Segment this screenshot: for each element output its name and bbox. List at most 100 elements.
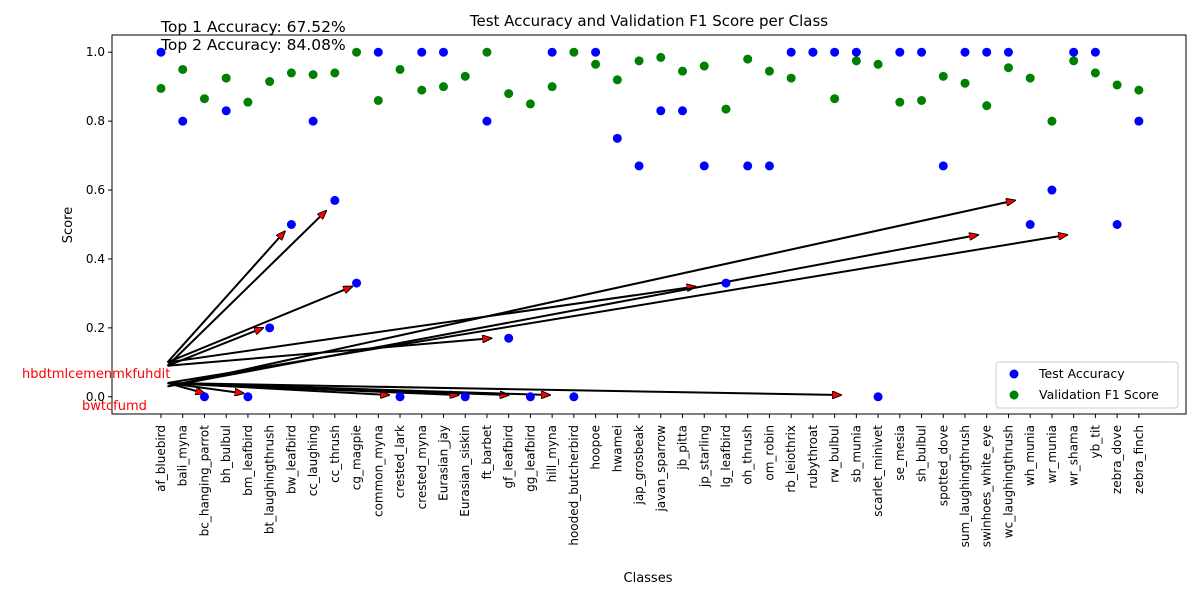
test-accuracy-point — [156, 47, 166, 57]
test-accuracy-point — [569, 392, 579, 402]
validation-f1-point — [591, 59, 601, 69]
x-tick-label: jap_grosbeak — [632, 425, 646, 506]
annotation-arrow — [167, 382, 244, 393]
x-tick-label: se_mesia — [893, 425, 907, 481]
plot-frame — [111, 34, 1187, 415]
x-tick-label: zebra_finch — [1132, 425, 1146, 494]
test-accuracy-point — [417, 47, 427, 57]
validation-f1-point — [460, 71, 470, 81]
validation-f1-point — [373, 95, 383, 105]
annotation-arrows — [166, 200, 1068, 395]
x-tick-label: gf_leafbird — [502, 425, 516, 488]
validation-f1-point — [678, 66, 688, 76]
test-accuracy-point — [764, 161, 774, 171]
x-tick-label: zebra_dove — [1110, 425, 1124, 494]
test-accuracy-point — [851, 47, 861, 57]
test-accuracy-point — [1090, 47, 1100, 57]
test-accuracy-point — [960, 47, 970, 57]
x-tick-label: hill_myna — [545, 425, 559, 482]
validation-f1-point — [873, 59, 883, 69]
legend-marker-validation-f1 — [1009, 390, 1019, 400]
validation-f1-point — [286, 68, 296, 78]
x-tick-label: hoopoe — [589, 425, 603, 470]
validation-f1-point — [1069, 56, 1079, 66]
annotation-arrow — [166, 231, 285, 363]
y-tick-label: 0.2 — [86, 321, 105, 335]
x-tick-label: wr_shama — [1067, 425, 1081, 486]
x-tick-label: cc_laughing — [306, 425, 320, 496]
test-accuracy-point — [482, 116, 492, 126]
test-accuracy-point — [591, 47, 601, 57]
legend-label-test-accuracy: Test Accuracy — [1038, 366, 1125, 381]
validation-f1-point — [1047, 116, 1057, 126]
validation-f1-point — [699, 61, 709, 71]
annotation-arrow — [167, 200, 1015, 388]
test-accuracy-point — [286, 220, 296, 229]
top2-accuracy-text: Top 2 Accuracy: 84.08% — [160, 36, 346, 54]
top1-accuracy-text: Top 1 Accuracy: 67.52% — [160, 18, 346, 36]
test-accuracy-point — [460, 392, 470, 402]
validation-f1-point — [764, 66, 774, 76]
arrow-label-lower: bwtcfumd — [82, 399, 147, 414]
x-tick-label: spotted_dove — [936, 425, 950, 506]
x-tick-label: crested_myna — [415, 425, 429, 509]
annotation-arrow — [167, 287, 696, 364]
validation-f1-point — [830, 94, 840, 104]
y-tick-label: 0.4 — [86, 252, 105, 266]
x-tick-label: bc_hanging_parrot — [197, 425, 211, 537]
y-axis-label: Score — [61, 207, 76, 243]
validation-f1-point — [221, 73, 231, 83]
test-accuracy-point — [873, 392, 883, 402]
x-tick-label: hwamei — [610, 425, 624, 472]
x-tick-label: bt_laughingthrush — [263, 425, 277, 534]
validation-f1-point — [156, 83, 166, 93]
x-tick-label: rw_bulbul — [828, 425, 842, 483]
annotation-arrow — [167, 235, 1068, 384]
x-tick-label: jb_pitta — [676, 425, 690, 471]
test-accuracy-point — [178, 116, 188, 126]
x-tick-label: sb_munia — [849, 425, 863, 482]
test-accuracy-point — [308, 116, 318, 126]
validation-f1-point — [243, 97, 253, 107]
legend-label-validation-f1: Validation F1 Score — [1039, 387, 1159, 402]
validation-f1-point — [547, 82, 557, 92]
test-accuracy-point — [699, 161, 709, 171]
x-tick-label: hooded_butcherbird — [567, 425, 581, 546]
validation-f1-point — [308, 70, 318, 80]
y-tick-label: 0.8 — [86, 114, 105, 128]
validation-f1-point — [743, 54, 753, 64]
test-accuracy-point — [612, 133, 622, 143]
x-tick-label: cc_thrush — [328, 425, 342, 483]
validation-f1-point — [178, 64, 188, 74]
test-accuracy-point — [1112, 220, 1122, 229]
x-tick-label: sh_bulbul — [915, 425, 929, 482]
x-tick-label: bh_bulbul — [219, 425, 233, 483]
validation-f1-point — [982, 101, 992, 111]
test-accuracy-point — [1003, 47, 1013, 57]
test-accuracy-point — [243, 392, 253, 402]
x-tick-label: crested_lark — [393, 425, 407, 498]
annotation-arrow — [167, 285, 353, 364]
validation-f1-point — [917, 95, 927, 105]
y-tick-label: 0.0 — [86, 390, 105, 404]
test-accuracy-point — [1134, 116, 1144, 126]
validation-f1-point — [960, 78, 970, 88]
x-tick-label: om_robin — [762, 425, 776, 481]
test-accuracy-point — [743, 161, 753, 171]
test-accuracy-point — [525, 392, 535, 402]
validation-f1-point — [417, 85, 427, 95]
test-accuracy-point — [504, 333, 514, 343]
test-accuracy-point — [917, 47, 927, 57]
x-tick-label: Eurasian_jay — [436, 425, 450, 501]
test-accuracy-point — [656, 106, 666, 116]
x-tick-label: bali_myna — [176, 425, 190, 486]
validation-f1-point — [1090, 68, 1100, 78]
validation-f1-point — [482, 47, 492, 57]
validation-f1-point — [1003, 63, 1013, 73]
x-tick-label: lg_leafbird — [719, 425, 733, 488]
validation-f1-point — [634, 56, 644, 66]
x-tick-label: wr_munia — [1045, 425, 1059, 483]
annotation-arrow — [167, 338, 492, 367]
